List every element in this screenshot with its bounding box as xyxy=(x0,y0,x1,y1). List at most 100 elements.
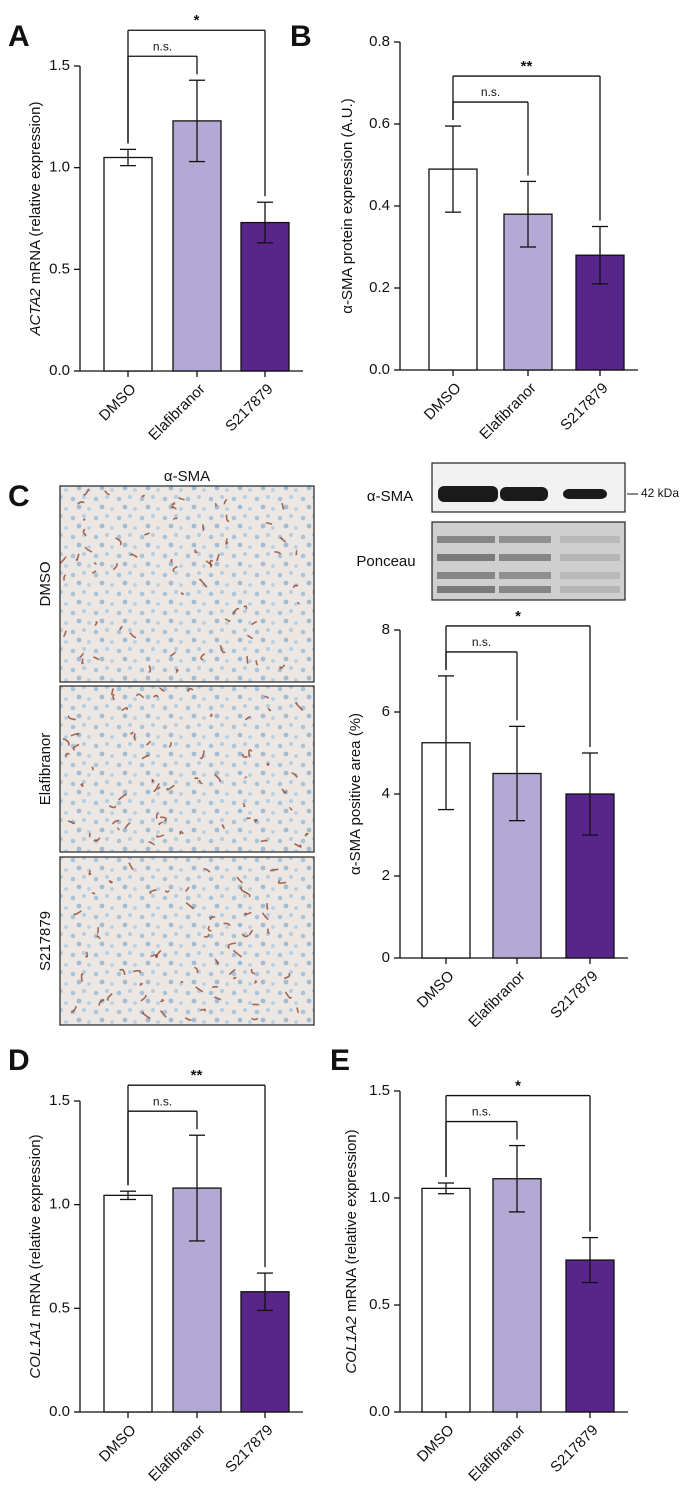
stain xyxy=(93,561,97,565)
stain xyxy=(209,713,213,717)
stain xyxy=(140,994,147,1002)
stain xyxy=(295,701,304,711)
stain xyxy=(148,665,152,673)
error-bar xyxy=(438,675,454,811)
stain xyxy=(187,687,194,692)
significance-label: ** xyxy=(191,1067,203,1084)
stain xyxy=(267,928,270,934)
stain xyxy=(203,867,211,873)
y-tick-label: 2 xyxy=(382,867,390,884)
stain xyxy=(179,830,184,835)
stain xyxy=(97,927,100,935)
bar xyxy=(492,1178,542,1413)
error-bar xyxy=(582,752,598,836)
stain xyxy=(141,754,150,760)
x-tick-label: DMSO xyxy=(96,381,140,425)
y-axis-label-gene: ACTA2 xyxy=(27,288,44,337)
stain xyxy=(260,839,268,843)
significance-label: * xyxy=(515,1078,521,1095)
stain xyxy=(148,841,155,846)
ponceau-band xyxy=(560,572,620,579)
stain xyxy=(77,501,85,505)
stain xyxy=(119,625,123,631)
blot-row-label: α-SMA xyxy=(367,488,413,505)
blot-row-label: Ponceau xyxy=(356,553,415,570)
error-bar xyxy=(520,180,536,248)
y-tick-label: 1.5 xyxy=(49,1092,70,1109)
stain xyxy=(166,784,175,791)
stain xyxy=(213,773,222,783)
ponceau-band xyxy=(499,554,551,561)
y-tick-label: 0.5 xyxy=(49,260,70,277)
stain xyxy=(172,565,178,573)
y-tick-label: 0.6 xyxy=(369,115,390,132)
stain xyxy=(194,966,199,974)
stain xyxy=(152,694,159,698)
stain xyxy=(280,537,287,543)
panel-letter: E xyxy=(330,1044,350,1077)
bar xyxy=(565,1259,615,1413)
ponceau-band xyxy=(437,572,495,579)
stain xyxy=(153,783,160,793)
stain xyxy=(132,969,142,974)
stain xyxy=(70,732,80,737)
stain xyxy=(63,574,67,581)
stain xyxy=(129,731,134,735)
stain xyxy=(79,652,85,658)
y-tick-label: 0.0 xyxy=(49,1403,70,1420)
x-tick-label: DMSO xyxy=(421,380,465,424)
stain xyxy=(232,976,237,980)
y-axis-label-text: mRNA (relative expression) xyxy=(343,1129,360,1316)
stain xyxy=(93,656,100,661)
stain xyxy=(284,991,292,999)
significance-label: * xyxy=(194,12,200,29)
bar xyxy=(103,156,153,372)
stain xyxy=(160,816,168,822)
stain xyxy=(266,903,269,910)
y-axis-label-text: α-SMA positive area (%) xyxy=(347,713,364,875)
stain xyxy=(265,522,273,525)
y-axis-label-text: α-SMA protein expression (A.U.) xyxy=(339,98,356,313)
stain xyxy=(155,812,159,819)
stain xyxy=(84,546,93,553)
y-axis-label-text: mRNA (relative expression) xyxy=(27,102,44,289)
stain xyxy=(209,559,214,568)
stain xyxy=(281,502,285,510)
stain xyxy=(144,532,150,536)
y-axis-label: α-SMA protein expression (A.U.) xyxy=(339,98,356,313)
blot-band xyxy=(500,487,548,501)
panel-letter: D xyxy=(8,1044,30,1077)
stain xyxy=(168,741,172,748)
y-tick-label: 1.0 xyxy=(369,1189,390,1206)
stain xyxy=(141,494,146,498)
stain xyxy=(250,1017,259,1021)
significance-label: n.s. xyxy=(472,1105,491,1119)
micrograph xyxy=(59,856,315,1026)
stain xyxy=(185,902,195,910)
bar xyxy=(240,1291,290,1413)
error-bar xyxy=(509,725,525,822)
significance-label: n.s. xyxy=(153,1094,172,1108)
y-tick-label: 1.5 xyxy=(49,57,70,74)
stain xyxy=(221,824,226,830)
stain xyxy=(124,822,131,829)
stain xyxy=(195,986,204,993)
x-tick-label: S217879 xyxy=(557,380,611,434)
stain xyxy=(241,753,248,758)
y-tick-label: 6 xyxy=(382,703,390,720)
stain xyxy=(139,982,144,986)
y-tick-label: 4 xyxy=(382,785,390,802)
y-axis-label: COL1A1 mRNA (relative expression) xyxy=(27,1134,44,1378)
y-tick-label: 1.0 xyxy=(49,159,70,176)
stain xyxy=(214,958,220,965)
stain xyxy=(203,933,210,938)
stain xyxy=(110,688,115,696)
stain xyxy=(225,538,229,545)
significance-label: n.s. xyxy=(472,635,491,649)
ponceau-band xyxy=(499,586,551,593)
stain xyxy=(264,695,270,699)
stain xyxy=(98,998,105,1006)
stain xyxy=(172,517,178,521)
stain xyxy=(149,888,157,895)
